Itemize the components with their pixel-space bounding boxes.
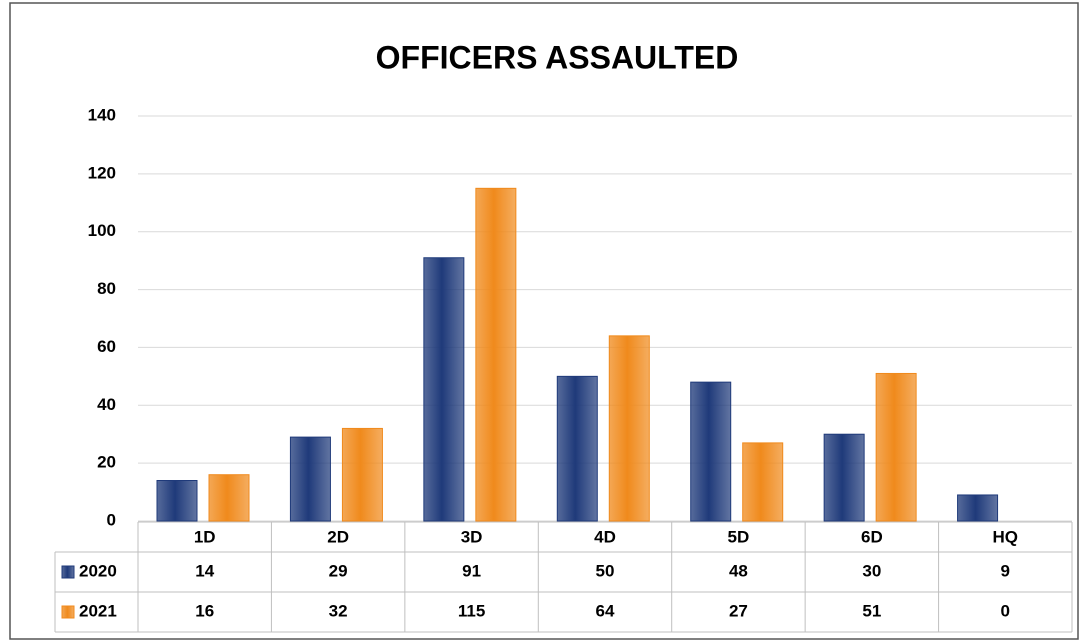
bar <box>556 375 598 522</box>
table-value: 48 <box>729 561 748 580</box>
x-tick-label: 6D <box>861 527 883 546</box>
bar <box>423 257 465 522</box>
bar <box>475 187 517 522</box>
bar <box>341 427 383 522</box>
y-tick-label: 140 <box>88 105 116 124</box>
bar <box>742 442 784 522</box>
y-tick-label: 120 <box>88 163 116 182</box>
bar <box>289 436 331 522</box>
y-tick-label: 20 <box>97 453 116 472</box>
x-tick-label: 5D <box>728 527 750 546</box>
y-tick-label: 60 <box>97 337 116 356</box>
y-tick-label: 0 <box>107 510 116 529</box>
legend-label: 2020 <box>79 561 117 580</box>
table-value: 50 <box>596 561 615 580</box>
table-value: 27 <box>729 601 748 620</box>
bar <box>875 372 917 522</box>
x-tick-label: HQ <box>993 527 1019 546</box>
y-tick-label: 100 <box>88 221 116 240</box>
bar <box>690 381 732 522</box>
table-value: 9 <box>1001 561 1010 580</box>
table-value: 115 <box>458 601 485 620</box>
legend-label: 2021 <box>79 601 117 620</box>
legend-swatch <box>61 605 75 619</box>
table-value: 29 <box>329 561 348 580</box>
table-value: 30 <box>862 561 881 580</box>
bar <box>156 480 198 522</box>
chart-frame <box>9 2 1079 640</box>
table-value: 14 <box>195 561 214 580</box>
bar <box>823 433 865 522</box>
bar <box>608 335 650 522</box>
bar <box>957 494 999 522</box>
chart-title: OFFICERS ASSAULTED <box>376 39 739 75</box>
table-value: 32 <box>329 601 348 620</box>
table-value: 0 <box>1001 601 1010 620</box>
x-tick-label: 4D <box>594 527 616 546</box>
table-value: 64 <box>596 601 615 620</box>
table-value: 91 <box>462 561 481 580</box>
x-tick-label: 1D <box>194 527 216 546</box>
bar <box>208 474 250 522</box>
x-tick-label: 2D <box>327 527 349 546</box>
legend-swatch <box>61 565 75 579</box>
table-value: 16 <box>195 601 214 620</box>
x-tick-label: 3D <box>461 527 483 546</box>
y-tick-label: 40 <box>97 395 116 414</box>
y-tick-label: 80 <box>97 279 116 298</box>
table-value: 51 <box>862 601 881 620</box>
